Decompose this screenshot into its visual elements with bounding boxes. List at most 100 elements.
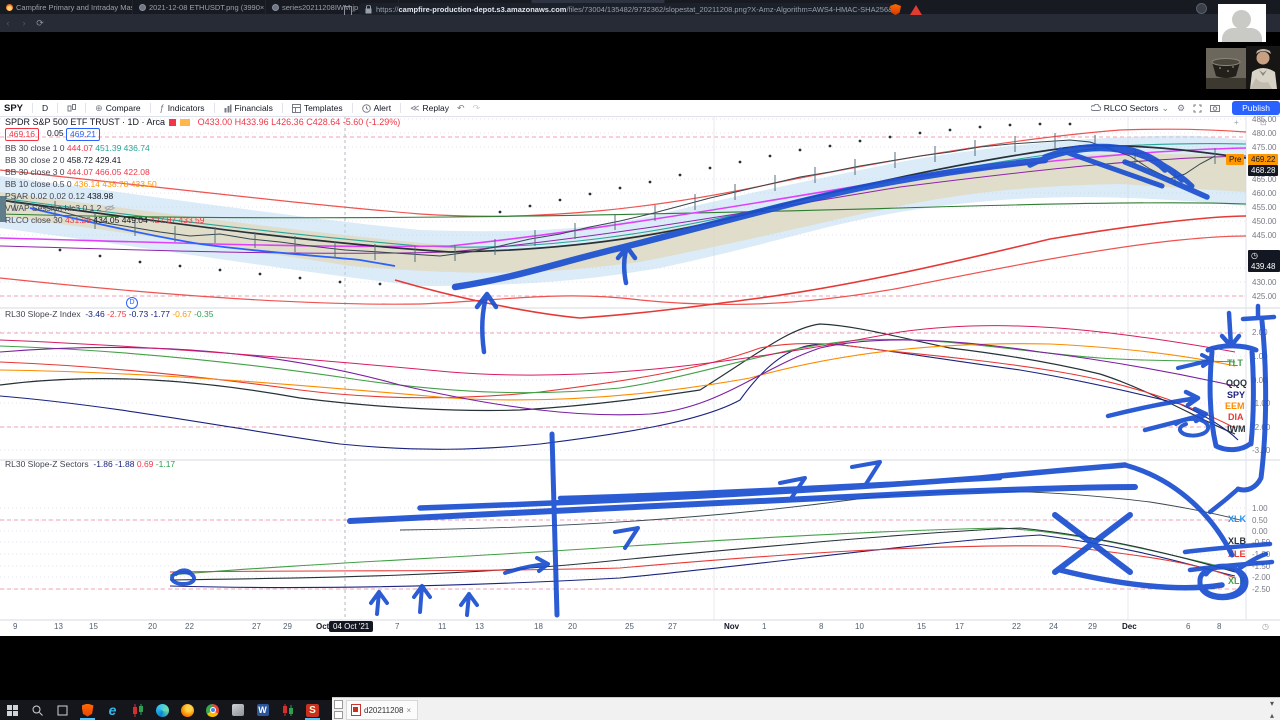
legend-row-bb1[interactable]: BB 30 close 1 0 444.07 451.39 436.74 — [5, 143, 150, 153]
fullscreen-button[interactable] — [1189, 104, 1206, 113]
taskbar-firefox[interactable] — [175, 700, 200, 720]
publish-button[interactable]: Publish — [1232, 101, 1280, 115]
undo-button[interactable]: ↶ — [456, 102, 465, 113]
price-tick: 450.00 — [1252, 217, 1277, 226]
layout-select[interactable]: RLCO Sectors ⌄ — [1087, 103, 1173, 114]
ticker-dia: DIA — [1228, 412, 1244, 422]
index-tick: 1.00 — [1252, 352, 1268, 361]
tab-ethusdt[interactable]: 2021-12-08 ETHUSDT.png (3990×19... — [133, 0, 266, 14]
sector-tick: -2.50 — [1252, 585, 1271, 594]
last-price-badge: 468.28 — [1248, 165, 1279, 176]
tab-campfire[interactable]: Campfire Primary and Intraday Mast... — [0, 0, 133, 14]
pdf-tab-label: d20211208 — [364, 705, 404, 715]
taskbar-internet-explorer[interactable]: e — [100, 700, 125, 720]
legend-row-vwap[interactable]: VWAP Session hlc3 0 1 2 — [5, 203, 115, 213]
start-button[interactable] — [0, 700, 25, 720]
alert-flag-icon[interactable] — [180, 119, 191, 126]
taskbar-sumatra-pdf[interactable]: S — [300, 700, 325, 720]
flag-icon[interactable] — [168, 119, 176, 126]
reload-button[interactable]: ⟳ — [36, 17, 44, 28]
presenter-camera-tile[interactable] — [1246, 46, 1280, 89]
legend-row-bb2[interactable]: BB 30 close 2 0 458.72 429.41 — [5, 155, 122, 165]
symbol-button[interactable]: SPY — [4, 102, 24, 114]
url-field[interactable]: https://campfire-production-depot.s3.ama… — [358, 3, 896, 15]
compare-plus-icon: ⊕ — [95, 102, 103, 113]
compare-button[interactable]: ⊕ Compare — [95, 102, 141, 114]
slope-index-legend[interactable]: RL30 Slope-Z Index -3.46 -2.75 -0.73 -1.… — [5, 309, 214, 319]
pdf-document-tab[interactable]: d20211208 × — [346, 700, 418, 720]
scale-plus-icon[interactable]: + — [1234, 118, 1239, 127]
running-indicator — [305, 718, 320, 720]
candles-app-icon — [132, 703, 143, 717]
ticker-xlf: XLF — [1228, 576, 1245, 586]
legend-row-bb3[interactable]: BB 30 close 3 0 444.07 466.05 422.08 — [5, 167, 150, 177]
edge-icon — [156, 703, 169, 717]
pdf-tab-close-icon[interactable]: × — [406, 705, 412, 715]
chrome-icon — [206, 703, 219, 717]
taskbar-chrome[interactable] — [200, 700, 225, 720]
eye-hidden-icon[interactable] — [103, 204, 115, 212]
timezone-clock-icon[interactable]: ◷ — [1262, 622, 1269, 631]
url-path: /files/73004/135482/9732362/slopestat_20… — [566, 4, 896, 14]
replay-icon: ≪ — [410, 102, 420, 113]
windows-taskbar: e W S — [0, 700, 332, 720]
bowl-camera-tile[interactable] — [1206, 48, 1246, 89]
taskbar-tradingview-2[interactable] — [275, 700, 300, 720]
templates-icon — [291, 103, 301, 113]
fullscreen-icon — [1193, 104, 1202, 112]
chart-canvas — [0, 116, 1280, 621]
symbol-legend[interactable]: SPDR S&P 500 ETF TRUST · 1D · Arca O433.… — [5, 117, 401, 127]
page-icon[interactable] — [334, 700, 343, 709]
avatar-silhouette-head — [1232, 10, 1251, 29]
financials-icon — [224, 104, 232, 112]
camera-off-avatar-tile[interactable] — [1218, 4, 1266, 42]
scroll-down-arrow[interactable]: ▾ — [1269, 699, 1274, 708]
warning-extension-icon[interactable] — [910, 5, 922, 15]
forward-button[interactable]: › — [22, 18, 26, 28]
task-view-button[interactable] — [50, 700, 75, 720]
taskbar-edge[interactable] — [150, 700, 175, 720]
ticker-eem: EEM — [1225, 401, 1245, 411]
browser-profile-icon[interactable] — [1196, 3, 1207, 14]
legend-row-bb10[interactable]: BB 10 close 0.5 0 436.14 438.78 433.50 — [5, 179, 157, 189]
indicators-button[interactable]: ƒ Indicators — [159, 103, 205, 113]
legend-row-rlco[interactable]: RLCO close 30 431.29 434.05 449.04 427.8… — [5, 215, 205, 225]
financials-button[interactable]: Financials — [220, 103, 277, 113]
snapshot-camera-button[interactable] — [1206, 104, 1224, 112]
sumatra-pdf-icon: S — [306, 703, 319, 717]
redo-button[interactable]: ↷ — [472, 102, 481, 113]
chart-style-button[interactable] — [63, 103, 80, 113]
brave-shield-extension-icon[interactable] — [890, 4, 901, 15]
sector-tick: 1.00 — [1252, 504, 1268, 513]
taskbar-gray-app[interactable] — [225, 700, 250, 720]
sector-tick: -0.50 — [1252, 538, 1271, 547]
firefox-icon — [181, 703, 194, 717]
taskbar-word[interactable]: W — [250, 700, 275, 720]
alert-clock-icon — [361, 103, 371, 113]
time-label: 9 — [13, 622, 18, 631]
settings-gear-button[interactable]: ⚙ — [1177, 102, 1186, 113]
scroll-up-arrow[interactable]: ▴ — [1269, 711, 1274, 720]
back-button[interactable]: ‹ — [6, 18, 10, 28]
pdf-file-icon — [351, 704, 361, 716]
legend-row-psar[interactable]: PSAR 0.02 0.02 0.12 438.98 — [5, 191, 114, 201]
crosshair-date-tooltip: 04 Oct '21 — [329, 621, 374, 632]
price-tick: 445.00 — [1252, 231, 1277, 240]
interval-button[interactable]: D — [42, 103, 49, 113]
taskbar-search-button[interactable] — [25, 700, 50, 720]
taskbar-tradingview[interactable] — [125, 700, 150, 720]
replay-button[interactable]: ≪ Replay — [410, 102, 449, 114]
time-label: 22 — [1012, 622, 1021, 631]
time-label: 17 — [955, 622, 964, 631]
price-tick: 485.00 — [1252, 115, 1277, 124]
page-icon[interactable] — [334, 710, 343, 719]
templates-button[interactable]: Templates — [288, 103, 347, 113]
alert-button[interactable]: Alert — [358, 103, 395, 113]
taskbar-brave[interactable] — [75, 700, 100, 720]
sector-tick: -1.00 — [1252, 550, 1271, 559]
slope-sectors-legend[interactable]: RL30 Slope-Z Sectors -1.86 -1.88 0.69 -1… — [5, 459, 176, 469]
reading-list-icon[interactable] — [344, 6, 352, 15]
candles-icon — [67, 103, 77, 111]
scale-expand-icon[interactable]: ⊡ — [1260, 118, 1267, 127]
running-indicator — [80, 718, 95, 720]
